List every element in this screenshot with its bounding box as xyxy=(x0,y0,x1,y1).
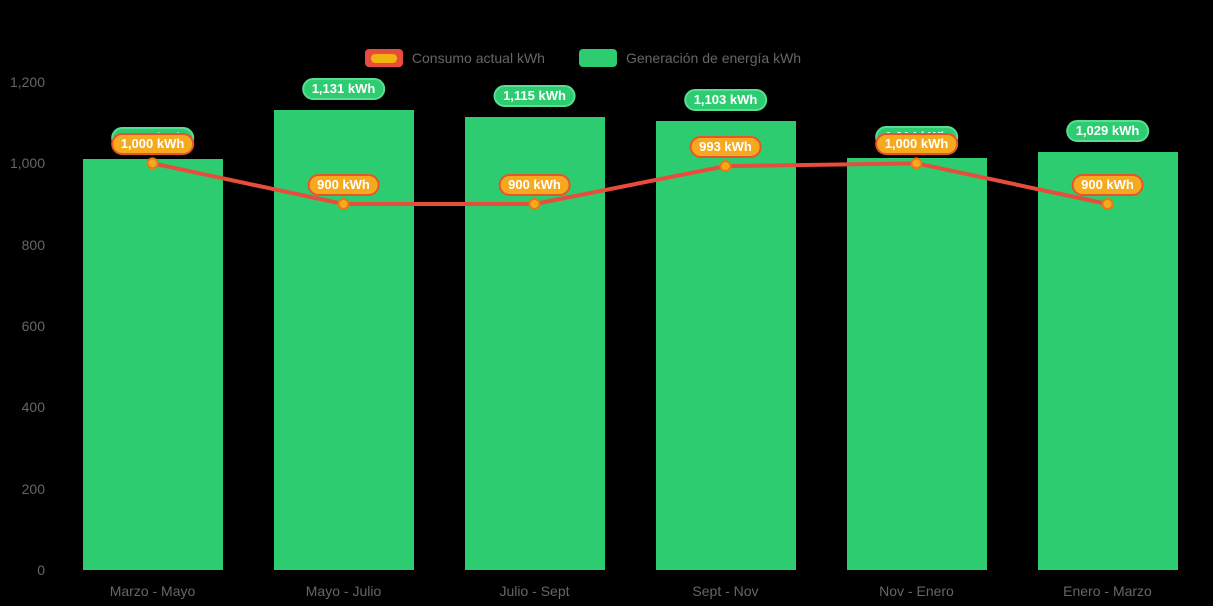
generacion-bar-legend-icon xyxy=(578,49,617,67)
line-value-label: 1,000 kWh xyxy=(874,133,959,156)
consumo-line-point[interactable] xyxy=(528,198,541,210)
bar-value-label: 1,103 kWh xyxy=(683,89,768,112)
x-axis-label: Nov - Enero xyxy=(879,583,954,599)
consumo-line-point[interactable] xyxy=(146,157,159,170)
generation-bar[interactable] xyxy=(1037,151,1178,570)
x-axis-label: Julio - Sept xyxy=(499,583,570,599)
line-value-label: 993 kWh xyxy=(689,136,762,159)
consumo-line-legend-icon xyxy=(364,49,403,67)
y-axis-tick-label: 1,200 xyxy=(9,74,45,90)
line-value-label: 900 kWh xyxy=(307,174,380,196)
y-axis-tick-label: 600 xyxy=(21,318,45,334)
legend-label-generacion: Generación de energía kWh xyxy=(625,50,802,66)
generation-bar[interactable] xyxy=(846,157,987,570)
x-axis-label: Mayo - Julio xyxy=(305,583,382,599)
x-axis-label: Enero - Marzo xyxy=(1063,583,1152,599)
consumo-line-point[interactable] xyxy=(719,160,732,173)
legend-item-generacion[interactable]: Generación de energía kWh xyxy=(578,49,802,67)
x-axis-label: Marzo - Mayo xyxy=(109,583,196,599)
chart-legend: Consumo actual kWh Generación de energía… xyxy=(0,49,1166,67)
legend-label-consumo: Consumo actual kWh xyxy=(411,50,545,66)
y-axis-tick-label: 400 xyxy=(21,399,45,416)
line-value-label: 1,000 kWh xyxy=(110,133,195,156)
generation-bar[interactable] xyxy=(655,121,796,570)
bar-value-label: 1,115 kWh xyxy=(493,84,576,107)
consumo-line-point[interactable] xyxy=(337,198,350,210)
y-axis-tick-label: 800 xyxy=(21,236,45,253)
bar-value-label: 1,029 kWh xyxy=(1065,119,1150,142)
consumo-line-point[interactable] xyxy=(1101,198,1114,210)
generation-bar[interactable] xyxy=(82,159,223,570)
line-value-label: 900 kWh xyxy=(498,174,571,196)
consumo-line-point[interactable] xyxy=(910,157,923,170)
y-axis-tick-label: 1,000 xyxy=(9,155,45,172)
legend-item-consumo[interactable]: Consumo actual kWh xyxy=(364,49,545,67)
consumo-line xyxy=(152,161,1108,206)
y-axis-tick-label: 200 xyxy=(21,480,45,497)
line-value-label: 900 kWh xyxy=(1071,174,1144,196)
x-axis-label: Sept - Nov xyxy=(692,583,759,599)
y-axis-tick-label: 0 xyxy=(37,562,45,578)
bar-value-label: 1,131 kWh xyxy=(301,78,386,101)
consumo-line-legend-icon-inner xyxy=(370,53,397,63)
